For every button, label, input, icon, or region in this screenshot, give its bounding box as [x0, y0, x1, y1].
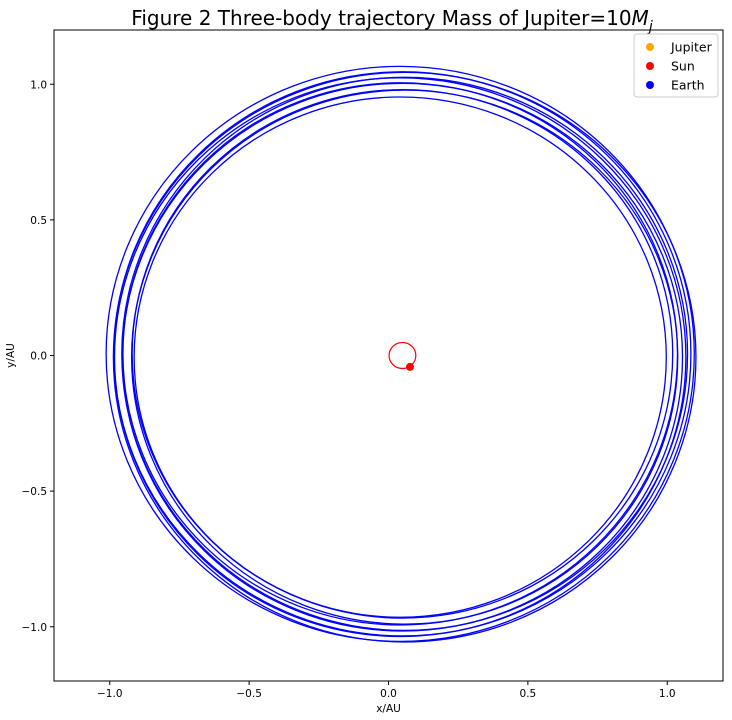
legend-label-earth: Earth	[671, 78, 705, 93]
y-axis-label: y/AU	[5, 343, 17, 368]
chart-title-math: M	[632, 6, 649, 30]
x-axis-label: x/AU	[376, 703, 401, 715]
earth-orbit-loop	[113, 71, 692, 637]
chart-title-text: Figure 2 Three-body trajectory Mass of J…	[131, 6, 631, 30]
y-tick-label: −0.5	[22, 486, 48, 498]
sun-orbit-loop	[388, 341, 417, 370]
y-tick-label: 0.0	[30, 351, 47, 363]
y-tick-label: 1.0	[30, 79, 47, 91]
legend-marker-jupiter	[646, 43, 654, 51]
legend: Jupiter Sun Earth	[633, 33, 719, 98]
plot-area	[105, 65, 697, 643]
x-tick-label: −0.5	[236, 688, 262, 700]
earth-orbit-loop	[131, 88, 674, 619]
x-tick-label: 0.0	[380, 688, 397, 700]
legend-frame	[633, 33, 719, 98]
earth-orbit-loop	[105, 65, 695, 643]
earth-orbit-loop	[122, 82, 679, 626]
earth-orbit-loop	[113, 77, 687, 638]
earth-orbit-loop	[130, 89, 679, 625]
chart-title: Figure 2 Three-body trajectory Mass of J…	[131, 6, 653, 35]
earth-orbit-loop	[133, 96, 667, 618]
sun-position-marker	[405, 362, 414, 371]
earth-orbit-loop	[121, 82, 684, 632]
y-axis: −1.0 −0.5 0.0 0.5 1.0	[22, 79, 54, 634]
chart-title-math-sub: j	[647, 19, 653, 35]
legend-label-sun: Sun	[671, 59, 695, 74]
y-tick-label: 0.5	[30, 215, 47, 227]
x-axis: −1.0 −0.5 0.0 0.5 1.0	[97, 681, 676, 700]
legend-marker-sun	[646, 62, 654, 70]
x-tick-label: −1.0	[97, 688, 123, 700]
legend-marker-earth	[646, 81, 654, 89]
x-tick-label: 0.5	[520, 688, 537, 700]
legend-label-jupiter: Jupiter	[670, 40, 713, 55]
x-tick-label: 1.0	[659, 688, 676, 700]
y-tick-label: −1.0	[22, 622, 48, 634]
